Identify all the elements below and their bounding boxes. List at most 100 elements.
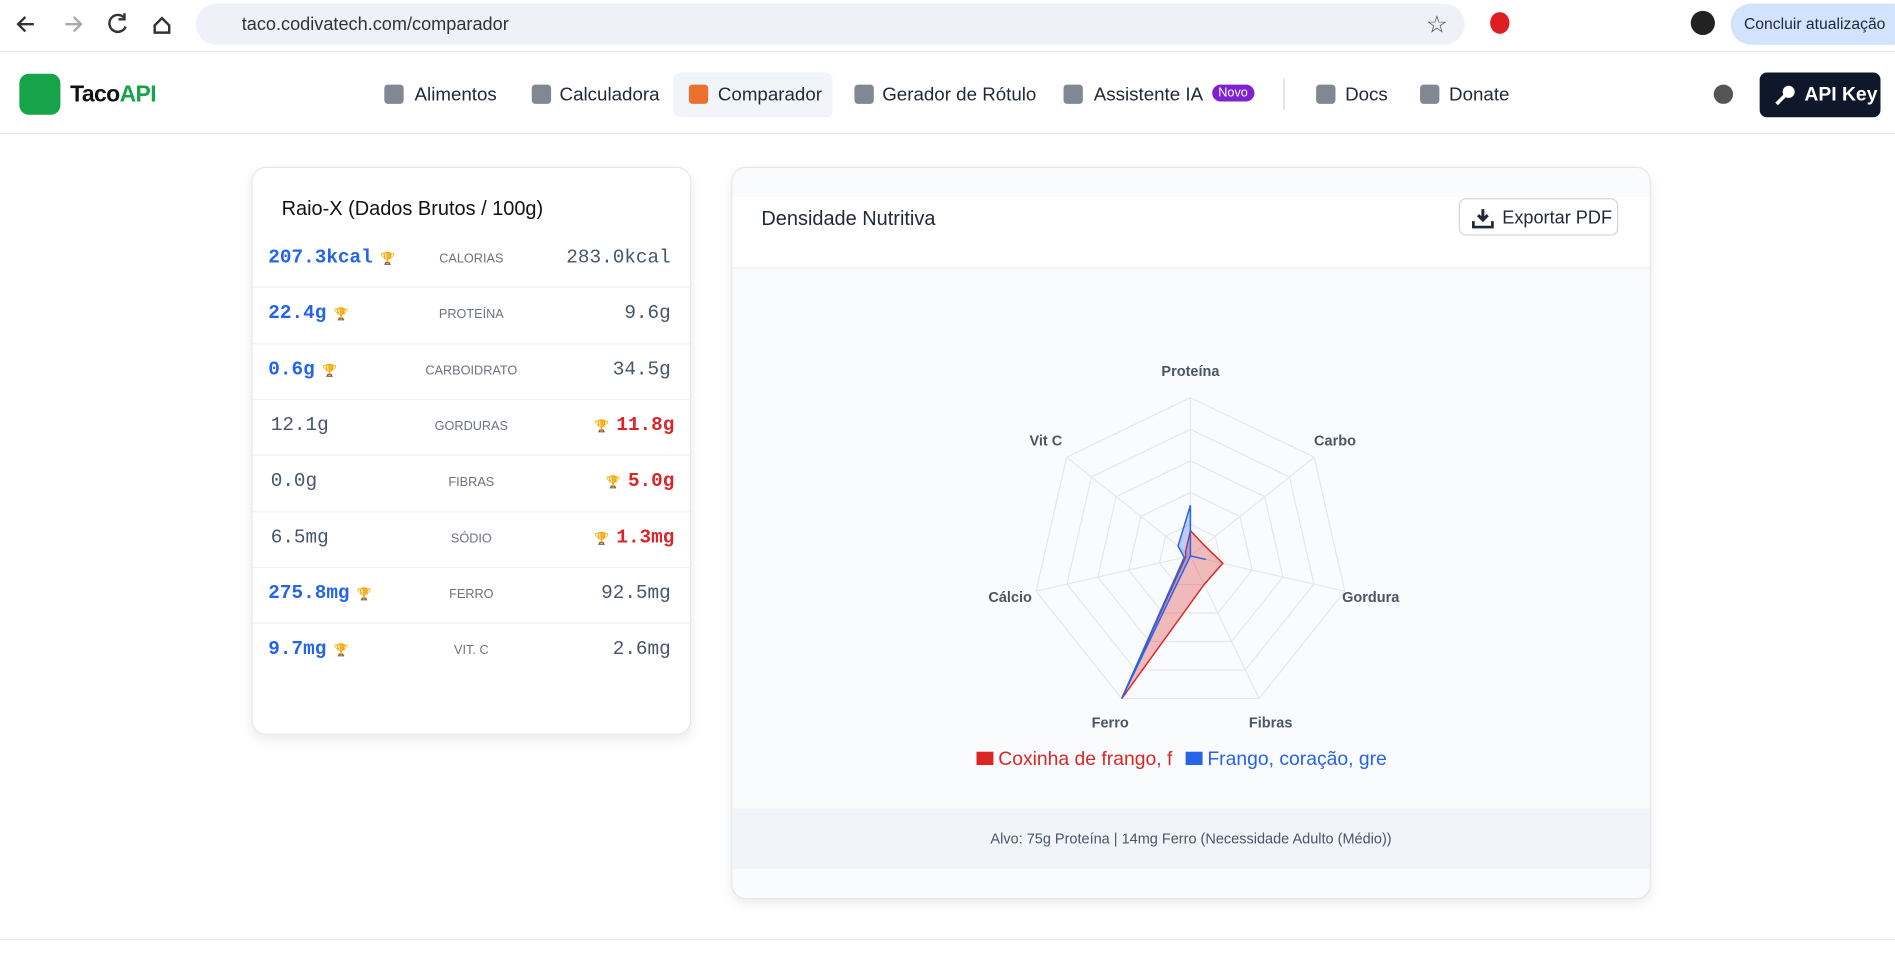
series-area — [1121, 505, 1207, 699]
axis-label: Carbo — [1314, 433, 1356, 449]
row-label: CARBOIDRATO — [425, 363, 518, 378]
page-divider — [0, 939, 1895, 941]
series-area — [1121, 529, 1224, 699]
trophy: 🏆 — [594, 421, 617, 435]
trophy: 🏆 — [605, 477, 628, 491]
row-label: CALORIAS — [439, 251, 504, 266]
right-value: 🏆 5.0g — [606, 470, 675, 492]
axis-label: Ferro — [1092, 715, 1129, 731]
axis-spoke — [1035, 555, 1191, 592]
trophy: 🏆 — [594, 533, 617, 547]
grid-ring — [1158, 523, 1222, 586]
nav-icon — [1316, 84, 1336, 104]
logo-accent: API — [119, 82, 157, 108]
value-text: 22.4g — [268, 302, 327, 325]
nav-separator — [1283, 78, 1285, 110]
trophy: 🏆 — [314, 365, 338, 379]
nav-badge: Novo — [1212, 84, 1254, 102]
right-value: 🏆 1.3mg — [594, 526, 674, 548]
card-title: Raio-X (Dados Brutos / 100g) — [281, 198, 544, 220]
logo[interactable]: TacoAPI — [70, 82, 157, 109]
axis-spoke — [1066, 456, 1191, 557]
left-value: 0.6g 🏆 — [268, 358, 337, 380]
right-value: 283.0kcal — [566, 247, 670, 269]
left-value: 275.8mg 🏆 — [268, 582, 372, 604]
axis-label: Vit C — [1029, 433, 1062, 449]
value-text: 6.5mg — [270, 526, 329, 549]
axis-label: Gordura — [1342, 590, 1400, 606]
value-text: 1.3mg — [616, 526, 675, 549]
raw-data-card: Raio-X (Dados Brutos / 100g) 207.3kcal 🏆… — [251, 166, 692, 735]
chart-title: Densidade Nutritiva — [761, 207, 936, 230]
opera-icon[interactable] — [1490, 12, 1510, 34]
nav-item[interactable]: Docs — [1345, 84, 1388, 106]
nav-item[interactable]: Calculadora — [559, 84, 660, 106]
value-text: 5.0g — [627, 470, 675, 493]
address-bar[interactable]: taco.codivatech.com/comparador ☆ — [195, 3, 1465, 45]
row-label: SÓDIO — [450, 531, 492, 546]
trophy: 🏆 — [326, 309, 349, 324]
trophy: 🏆 — [372, 253, 396, 268]
axis-spoke — [1190, 456, 1315, 557]
grid-ring — [1035, 396, 1346, 700]
row-label: PROTEÍNA — [438, 307, 504, 322]
legend-label: Frango, coração, gre — [1207, 749, 1386, 770]
logo-icon[interactable] — [19, 73, 61, 115]
api-key-button[interactable]: API Key — [1759, 72, 1881, 118]
logo-text: Taco — [70, 82, 120, 108]
value-text: 0.0g — [270, 470, 318, 493]
row-divider — [252, 342, 691, 344]
right-value: 🏆 11.8g — [594, 414, 674, 436]
axis-label: Proteína — [1161, 364, 1220, 380]
nav-item[interactable]: Alimentos — [414, 84, 497, 106]
axis-label: Cálcio — [988, 590, 1032, 606]
value-text: 9.6g — [624, 302, 671, 325]
nav-item[interactable]: Donate — [1449, 84, 1510, 106]
value-text: 2.6mg — [612, 638, 671, 660]
update-button[interactable]: Concluir atualização — [1730, 3, 1895, 45]
trophy: 🏆 — [349, 589, 372, 603]
github-icon[interactable] — [1713, 84, 1734, 104]
row-divider — [252, 566, 691, 568]
chart-footer: Alvo: 75g Proteína | 14mg Ferro (Necessi… — [732, 808, 1650, 869]
right-value: 34.5g — [613, 358, 671, 380]
api-key-label: API Key — [1804, 84, 1878, 106]
value-text: 34.5g — [612, 358, 671, 381]
axis-spoke — [1190, 555, 1345, 592]
value-text: 207.3kcal — [268, 246, 373, 269]
left-value: 207.3kcal 🏆 — [268, 247, 395, 269]
nav-buttons[interactable] — [0, 0, 193, 48]
left-value: 12.1g — [271, 414, 329, 436]
export-label: Exportar PDF — [1502, 207, 1613, 229]
row-label: VIT. C — [454, 643, 489, 658]
row-divider — [252, 622, 691, 624]
right-value: 92.5mg — [601, 582, 671, 604]
left-value: 22.4g 🏆 — [268, 302, 348, 324]
profile-icon[interactable] — [1690, 10, 1715, 36]
value-text: 92.5mg — [601, 582, 671, 605]
value-text: 275.8mg — [268, 582, 350, 605]
export-button[interactable]: Exportar PDF — [1458, 198, 1619, 236]
nav-item[interactable]: Gerador de Rótulo — [882, 84, 1037, 106]
legend-swatch — [976, 751, 994, 766]
legend-swatch — [1185, 751, 1203, 766]
value-text: 9.7mg — [268, 638, 327, 660]
left-value: 9.7mg 🏆 — [268, 638, 348, 660]
nav-item[interactable]: Assistente IA — [1093, 84, 1204, 106]
nav-icon — [531, 84, 552, 104]
grid-ring — [1066, 428, 1315, 671]
nav-item[interactable]: Comparador — [717, 84, 823, 106]
right-value: 9.6g — [624, 302, 670, 324]
url: taco.codivatech.com/comparador — [241, 14, 509, 36]
grid-ring — [1097, 460, 1284, 643]
value-text: 0.6g — [268, 358, 315, 381]
row-divider — [252, 510, 691, 512]
bookmark-star[interactable]: ☆ — [1426, 12, 1448, 39]
value-text: 11.8g — [616, 414, 675, 437]
row-label: FERRO — [449, 587, 494, 602]
left-value: 0.0g — [271, 470, 317, 492]
legend-label: Coxinha de frango, f — [998, 749, 1173, 770]
axis-spoke — [1189, 555, 1260, 699]
